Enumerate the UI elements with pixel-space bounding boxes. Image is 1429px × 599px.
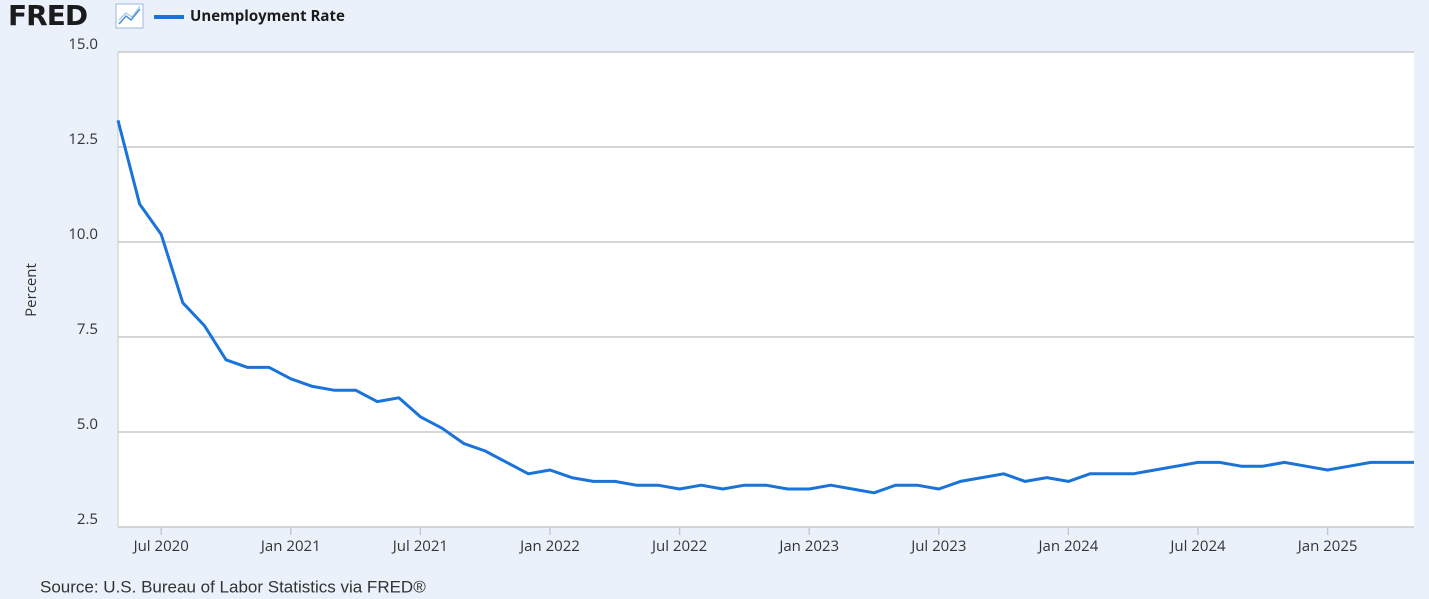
y-axis-label: Percent [21,263,41,317]
x-tick-label: Jan 2022 [518,536,580,556]
plot-area [118,52,1414,527]
y-tick-label: 5.0 [77,414,98,434]
x-tick-label: Jul 2024 [1168,536,1226,556]
y-tick-label: 15.0 [68,34,98,54]
x-tick-label: Jul 2021 [391,536,448,556]
brand-logo: FRED [8,0,87,32]
x-tick-label: Jul 2023 [909,536,966,556]
y-tick-label: 7.5 [77,319,98,339]
x-tick-label: Jan 2024 [1037,536,1099,556]
y-tick-label: 10.0 [68,224,98,244]
source-note: Source: U.S. Bureau of Labor Statistics … [40,577,426,596]
y-tick-label: 12.5 [68,129,98,149]
chart-icon [115,3,144,29]
x-tick-label: Jul 2022 [650,536,707,556]
x-tick-label: Jul 2020 [132,536,189,556]
x-tick-label: Jan 2021 [259,536,321,556]
data-line [116,120,1414,495]
x-tick-label: Jan 2025 [1296,536,1358,556]
x-tick-label: Jan 2023 [777,536,839,556]
legend-label: Unemployment Rate [190,6,345,26]
y-tick-label: 2.5 [77,509,98,529]
